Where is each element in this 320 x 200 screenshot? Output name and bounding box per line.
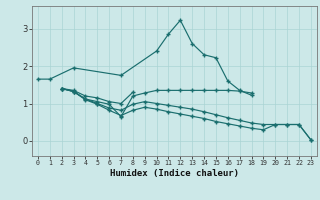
X-axis label: Humidex (Indice chaleur): Humidex (Indice chaleur) (110, 169, 239, 178)
